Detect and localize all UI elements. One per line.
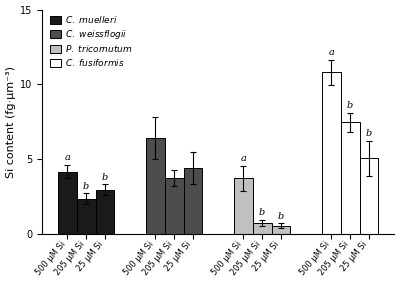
Bar bbox=[184, 168, 202, 234]
Text: a: a bbox=[240, 154, 246, 163]
Bar bbox=[165, 178, 184, 234]
Bar bbox=[253, 223, 272, 234]
Text: b: b bbox=[366, 129, 372, 138]
Text: b: b bbox=[278, 212, 284, 221]
Text: b: b bbox=[259, 208, 265, 217]
Bar bbox=[322, 72, 341, 234]
Bar bbox=[234, 179, 253, 234]
Bar bbox=[360, 158, 378, 234]
Legend: $\it{C.}$ $\it{muelleri}$, $\it{C.}$ $\it{weissflogii}$, $\it{P.}$ $\it{tricornu: $\it{C.}$ $\it{muelleri}$, $\it{C.}$ $\i… bbox=[50, 14, 133, 68]
Text: a: a bbox=[64, 153, 70, 162]
Text: a: a bbox=[328, 48, 334, 57]
Text: b: b bbox=[83, 182, 89, 191]
Bar bbox=[58, 172, 77, 234]
Bar bbox=[96, 190, 114, 234]
Y-axis label: Si content (fg·μm⁻³): Si content (fg·μm⁻³) bbox=[6, 66, 16, 178]
Bar bbox=[272, 226, 290, 234]
Bar bbox=[77, 199, 96, 234]
Text: b: b bbox=[102, 173, 108, 182]
Bar bbox=[146, 138, 165, 234]
Bar bbox=[341, 123, 360, 234]
Text: b: b bbox=[347, 101, 353, 110]
